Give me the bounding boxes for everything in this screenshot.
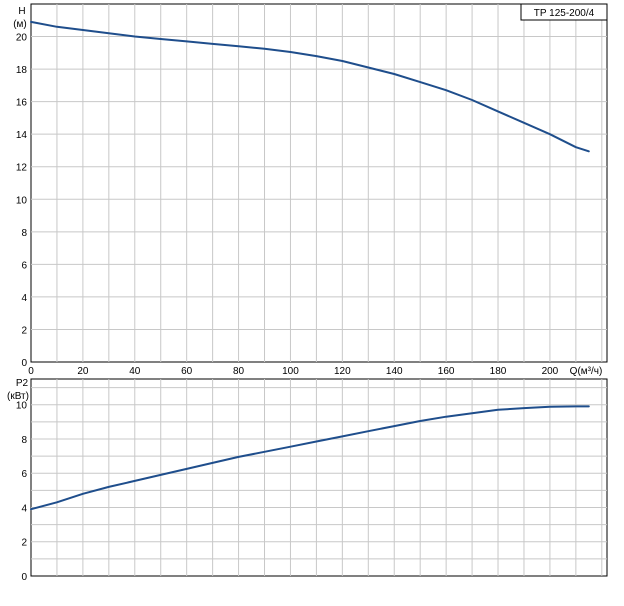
- flow-x-tick-label: 180: [490, 366, 507, 377]
- power-axis-unit: (кВт): [7, 391, 29, 402]
- head-y-tick-label: 6: [21, 260, 27, 271]
- power-chart: 0 2 4 6 8 10 P2 (кВт): [7, 378, 608, 583]
- head-y-tick-label: 16: [16, 98, 28, 109]
- power-y-tick-label: 8: [21, 435, 27, 446]
- head-chart: 0 2 4 6 8 10 12 14 16 18 20 0 20 40 60 80 100 120 140 160 1…: [13, 3, 608, 377]
- power-chart-grid: [31, 379, 607, 576]
- head-chart-grid: [31, 4, 607, 362]
- power-y-tick-label: 10: [16, 401, 28, 412]
- flow-x-tick-label: 80: [233, 366, 245, 377]
- flow-x-tick-label: 60: [181, 366, 193, 377]
- head-y-tick-label: 12: [16, 163, 28, 174]
- flow-x-tick-label: 140: [386, 366, 403, 377]
- power-y-tick-label: 6: [21, 469, 27, 480]
- head-curve-line: [30, 20, 590, 153]
- power-curve-line: [30, 405, 590, 511]
- head-y-tick-label: 2: [21, 325, 27, 336]
- power-y-tick-label: 4: [21, 503, 27, 514]
- power-chart-frame: [30, 378, 608, 577]
- head-y-tick-label: 4: [21, 293, 27, 304]
- model-label: TP 125-200/4: [534, 8, 595, 19]
- head-y-tick-label: 20: [16, 33, 28, 44]
- power-y-tick-label: 0: [21, 572, 27, 583]
- flow-axis-label: Q(м³/ч): [570, 366, 603, 377]
- flow-x-tick-label: 200: [542, 366, 559, 377]
- head-chart-series: [30, 20, 590, 153]
- power-chart-y-ticks: 0 2 4 6 8 10: [16, 401, 28, 583]
- head-y-tick-label: 10: [16, 195, 28, 206]
- head-chart-frame: [30, 3, 608, 363]
- head-chart-x-ticks: 0 20 40 60 80 100 120 140 160 180 200: [28, 366, 558, 377]
- head-y-tick-label: 14: [16, 130, 28, 141]
- flow-x-tick-label: 120: [334, 366, 351, 377]
- power-axis-label: P2: [16, 378, 29, 389]
- flow-x-tick-label: 20: [77, 366, 89, 377]
- head-y-tick-label: 18: [16, 65, 28, 76]
- head-y-tick-label: 0: [21, 358, 27, 369]
- head-y-tick-label: 8: [21, 228, 27, 239]
- model-label-box: [520, 3, 608, 21]
- flow-x-tick-label: 160: [438, 366, 455, 377]
- flow-x-tick-label: 40: [129, 366, 141, 377]
- flow-x-tick-label: 100: [282, 366, 299, 377]
- head-axis-label: H: [18, 6, 25, 17]
- head-axis-unit: (м): [13, 19, 27, 30]
- head-chart-y-ticks: 0 2 4 6 8 10 12 14 16 18 20: [16, 33, 28, 369]
- power-chart-series: [30, 405, 590, 511]
- flow-x-tick-label: 0: [28, 366, 34, 377]
- power-y-tick-label: 2: [21, 538, 27, 549]
